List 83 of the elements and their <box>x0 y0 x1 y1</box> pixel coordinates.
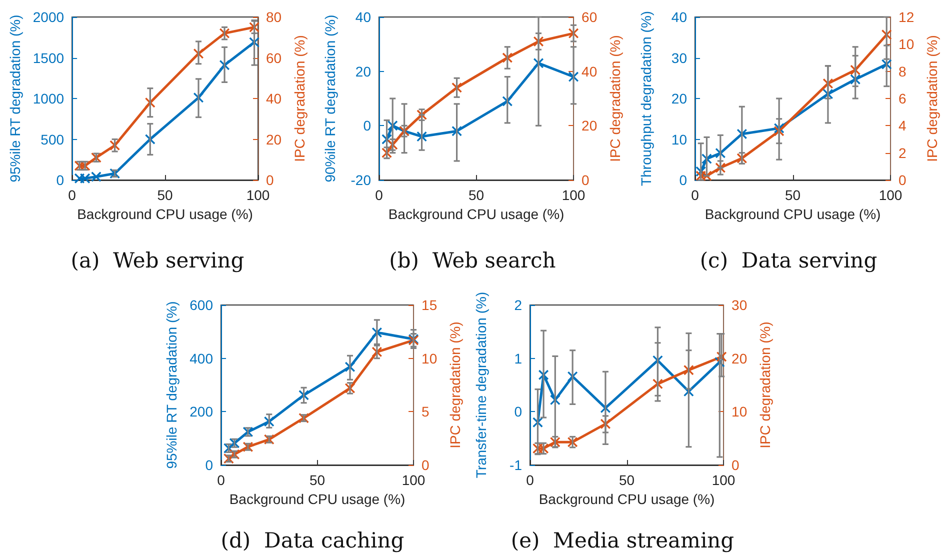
y-tick-label: 200 <box>190 404 214 420</box>
y2-tick-label: 8 <box>898 63 907 80</box>
x-tick-label: 0 <box>526 472 534 488</box>
y2-tick-label: 20 <box>266 131 282 148</box>
y2-tick-label: 12 <box>898 9 914 25</box>
x-axis-title: Background CPU usage (%) <box>388 206 564 222</box>
y-tick-label: 0 <box>205 457 214 473</box>
y2-tick-label: 20 <box>732 350 748 366</box>
y-tick-label: 30 <box>671 50 688 66</box>
y2-tick-label: 0 <box>582 172 590 188</box>
y-tick-label: 40 <box>671 9 688 25</box>
y-tick-label: 500 <box>40 131 64 148</box>
x-tick-label: 0 <box>68 187 76 203</box>
y2-axis-title: IPC degradation (%) <box>447 322 463 448</box>
x-tick-label: 100 <box>402 472 426 488</box>
y2-tick-label: 10 <box>732 404 748 420</box>
y-tick-label: 40 <box>355 9 372 25</box>
y-tick-label: -1 <box>510 457 522 473</box>
y-tick-label: 2 <box>514 297 522 313</box>
y-tick-label: 400 <box>190 350 214 366</box>
y2-tick-label: 10 <box>898 36 914 52</box>
y-axis-title: 95%ile RT degradation (%) <box>164 301 180 469</box>
y-tick-label: 10 <box>671 131 688 148</box>
text: (c) Data serving <box>700 248 878 272</box>
y2-tick-label: 20 <box>582 118 598 134</box>
text: (b) Web search <box>389 248 556 272</box>
y2-axis-title: IPC degradation (%) <box>924 35 940 162</box>
y-axis-title: 95%ile RT degradation (%) <box>7 14 23 182</box>
y2-tick-label: 6 <box>898 90 907 106</box>
text: (d) Data caching <box>220 528 404 552</box>
y2-tick-label: 15 <box>422 297 438 313</box>
y2-tick-label: 4 <box>898 118 907 134</box>
x-tick-label: 0 <box>375 187 384 203</box>
x-tick-label: 100 <box>246 187 270 203</box>
y2-tick-label: 0 <box>422 457 430 473</box>
y-tick-label: 0 <box>56 172 64 188</box>
x-tick-label: 50 <box>784 187 801 203</box>
y-axis-title: 90%ile RT degradation (%) <box>322 14 338 182</box>
y2-tick-label: 60 <box>266 50 282 66</box>
y2-tick-label: 5 <box>422 404 430 420</box>
y2-tick-label: 10 <box>422 350 438 366</box>
x-tick-label: 50 <box>618 472 635 488</box>
x-axis-title: Background CPU usage (%) <box>229 490 406 507</box>
y2-tick-label: 0 <box>266 172 274 188</box>
x-tick-label: 100 <box>562 187 586 203</box>
y-axis-title: Transfer-time degradation (%) <box>473 292 489 478</box>
y-tick-label: 20 <box>671 90 688 106</box>
y2-axis-title: IPC degradation (%) <box>291 35 308 162</box>
y-tick-label: 2000 <box>32 9 64 25</box>
text: (e) Media streaming <box>510 528 734 552</box>
y-axis-title: Throughput degradation (%) <box>638 10 654 186</box>
y-tick-label: 600 <box>190 297 214 313</box>
y2-tick-label: 0 <box>732 457 740 473</box>
y-tick-label: 1000 <box>32 90 64 106</box>
point <box>80 173 90 184</box>
y2-tick-label: 60 <box>582 9 598 25</box>
y-tick-label: 0 <box>363 118 372 134</box>
x-axis-title: Background CPU usage (%) <box>704 206 881 222</box>
y-tick-label: -20 <box>350 172 372 188</box>
y2-tick-label: 0 <box>898 172 907 188</box>
y-tick-label: 20 <box>355 63 372 80</box>
x-tick-label: 50 <box>309 472 326 488</box>
y2-axis-title: IPC degradation (%) <box>607 35 623 162</box>
x-axis-title: Background CPU usage (%) <box>538 490 715 507</box>
y2-axis-title: IPC degradation (%) <box>757 322 773 448</box>
x-tick-label: 100 <box>712 472 736 488</box>
y-tick-label: 0 <box>514 404 522 420</box>
y-tick-label: 0 <box>679 172 688 188</box>
text: (a) Web serving <box>70 248 244 272</box>
y-tick-label: 1500 <box>32 50 64 66</box>
y2-tick-label: 40 <box>266 90 282 106</box>
point <box>91 172 102 182</box>
y2-tick-label: 40 <box>582 63 598 80</box>
y2-tick-label: 30 <box>732 297 748 313</box>
y-tick-label: 1 <box>514 350 522 366</box>
x-tick-label: 0 <box>217 472 226 488</box>
x-tick-label: 50 <box>157 187 174 203</box>
x-tick-label: 100 <box>878 187 902 203</box>
x-tick-label: 50 <box>468 187 484 203</box>
x-tick-label: 0 <box>691 187 700 203</box>
y2-tick-label: 80 <box>266 9 282 25</box>
x-axis-title: Background CPU usage (%) <box>77 206 253 222</box>
y2-tick-label: 2 <box>898 144 907 161</box>
